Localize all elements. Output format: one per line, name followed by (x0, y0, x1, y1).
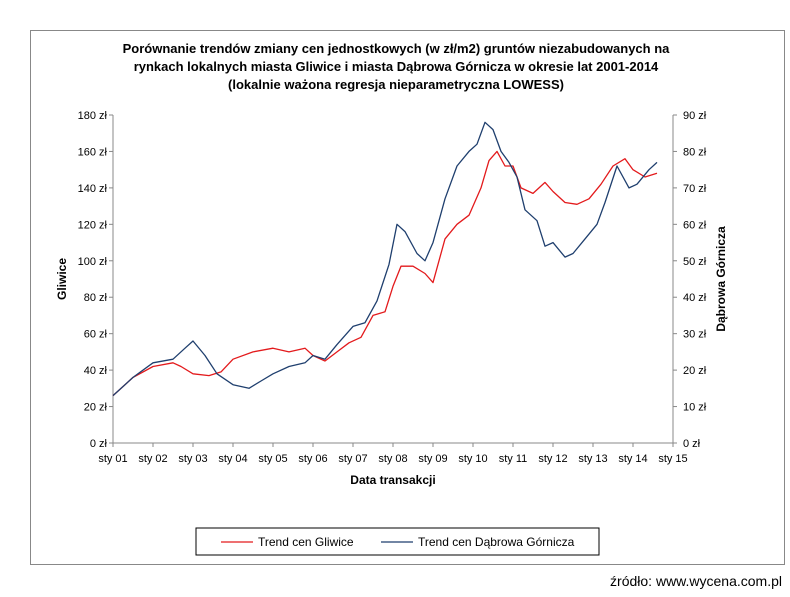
right-tick-label: 60 zł (683, 219, 707, 231)
right-tick-label: 30 zł (683, 329, 707, 341)
left-tick-label: 100 zł (78, 256, 108, 268)
chart-title-line-2: rynkach lokalnych miasta Gliwice i miast… (134, 59, 659, 74)
series-line-dabrowa (112, 121, 658, 397)
x-axis-ticks: sty 01 sty 02 sty 03 sty 04 sty 05 sty 06 sty … (98, 443, 688, 465)
left-tick-label: 160 zł (78, 146, 108, 158)
chart-frame: Porównanie trendów zmiany cen jednostkow… (30, 30, 785, 565)
left-tick-label: 60 zł (84, 329, 108, 341)
right-tick-label: 40 zł (683, 292, 707, 304)
right-tick-label: 90 zł (683, 110, 707, 122)
right-tick-label: 80 zł (683, 146, 707, 158)
legend-label-dabrowa: Trend cen Dąbrowa Górnicza (418, 535, 575, 549)
right-axis-title: Dąbrowa Górnicza (714, 226, 728, 332)
left-axis-title: Gliwice (55, 258, 69, 300)
chart: Porównanie trendów zmiany cen jednostkow… (55, 41, 728, 556)
x-tick-label: sty 04 (218, 453, 247, 465)
right-tick-label: 50 zł (683, 256, 707, 268)
x-tick-label: sty 05 (258, 453, 287, 465)
left-axis-ticks: 0 zł 20 zł 40 zł 60 zł 80 zł 100 zł 120 zł 140 … (78, 110, 113, 450)
right-tick-label: 70 zł (683, 183, 707, 195)
x-axis-title: Data transakcji (350, 473, 435, 487)
left-tick-label: 20 zł (84, 402, 108, 414)
x-tick-label: sty 13 (578, 453, 607, 465)
x-tick-label: sty 11 (499, 453, 528, 465)
x-tick-label: sty 12 (538, 453, 567, 465)
x-tick-label: sty 08 (378, 453, 407, 465)
chart-title: Porównanie trendów zmiany cen jednostkow… (123, 41, 671, 92)
right-tick-label: 20 zł (683, 365, 707, 377)
x-tick-label: sty 10 (458, 453, 487, 465)
x-tick-label: sty 01 (98, 453, 127, 465)
x-tick-label: sty 02 (138, 453, 167, 465)
right-tick-label: 0 zł (683, 438, 701, 450)
left-tick-label: 80 zł (84, 292, 108, 304)
chart-title-line-3: (lokalnie ważona regresja nieparametrycz… (228, 77, 564, 92)
x-tick-label: sty 09 (418, 453, 447, 465)
x-tick-label: sty 03 (178, 453, 207, 465)
series-line-gliwice (112, 150, 658, 397)
x-tick-label: sty 14 (618, 453, 647, 465)
x-tick-label: sty 15 (658, 453, 687, 465)
right-tick-label: 10 zł (683, 402, 707, 414)
left-tick-label: 0 zł (90, 438, 108, 450)
series (112, 121, 658, 397)
left-tick-label: 140 zł (78, 183, 108, 195)
legend: Trend cen Gliwice Trend cen Dąbrowa Górn… (195, 527, 600, 556)
left-tick-label: 40 zł (84, 365, 108, 377)
left-tick-label: 120 zł (78, 219, 108, 231)
x-tick-label: sty 06 (298, 453, 327, 465)
x-tick-label: sty 07 (338, 453, 367, 465)
legend-label-gliwice: Trend cen Gliwice (258, 535, 354, 549)
right-axis-ticks: 0 zł 10 zł 20 zł 30 zł 40 zł 50 zł 60 zł 70 zł 8… (673, 110, 707, 450)
chart-title-line-1: Porównanie trendów zmiany cen jednostkow… (123, 41, 671, 56)
left-tick-label: 180 zł (78, 110, 108, 122)
source-credit: źródło: www.wycena.com.pl (610, 573, 782, 589)
